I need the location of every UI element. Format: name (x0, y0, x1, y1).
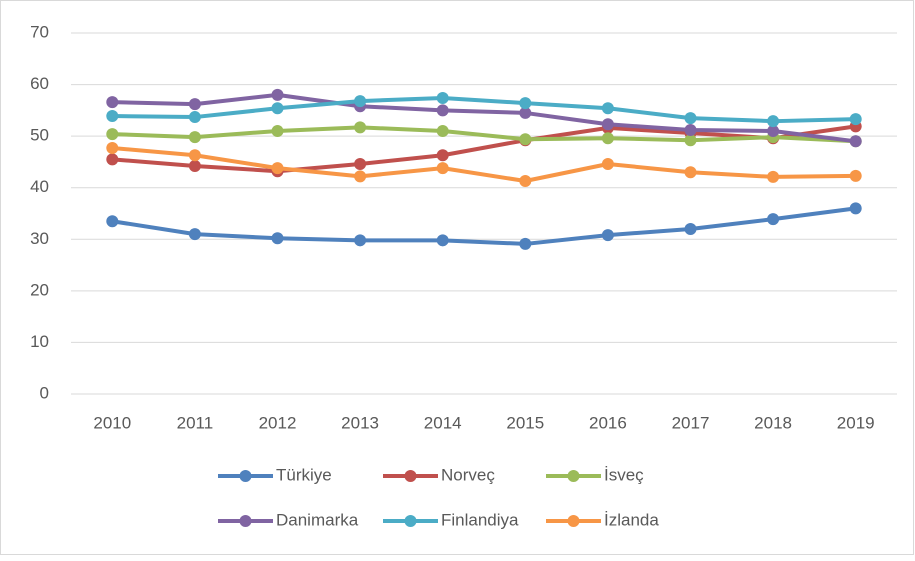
data-point (684, 134, 697, 147)
legend-label: Norveç (441, 465, 495, 484)
y-tick-label: 20 (30, 280, 49, 299)
legend-label: İsveç (604, 465, 644, 484)
legend-marker (567, 470, 580, 482)
x-tick-label: 2014 (424, 413, 462, 432)
data-point (767, 124, 780, 137)
data-point (271, 232, 284, 245)
data-point (271, 162, 284, 175)
y-tick-label: 40 (30, 177, 49, 196)
legend-label: Finlandiya (441, 510, 519, 529)
x-tick-label: 2017 (672, 413, 710, 432)
series-line (112, 125, 856, 144)
data-point (188, 228, 201, 241)
data-point (354, 95, 367, 108)
data-point (436, 91, 449, 104)
x-tick-label: 2011 (177, 413, 214, 432)
data-point (767, 170, 780, 183)
x-tick-label: 2019 (837, 413, 875, 432)
legend-label: Danimarka (276, 510, 359, 529)
data-point (188, 131, 201, 144)
legend-label: İzlanda (604, 510, 659, 529)
data-point (271, 88, 284, 101)
data-point (354, 121, 367, 134)
x-tick-label: 2016 (589, 413, 627, 432)
x-tick-label: 2010 (93, 413, 131, 432)
y-tick-label: 60 (30, 74, 49, 93)
data-point (849, 113, 862, 126)
data-point (271, 102, 284, 115)
series-line (112, 124, 856, 174)
data-point (519, 237, 532, 250)
data-point (849, 202, 862, 215)
data-point (601, 132, 614, 145)
legend-label: Türkiye (276, 465, 332, 484)
data-point (436, 149, 449, 162)
data-point (188, 98, 201, 111)
series-line (111, 206, 856, 246)
x-tick-label: 2018 (754, 413, 792, 432)
data-point (188, 111, 201, 124)
data-point (106, 215, 119, 228)
data-point (519, 106, 532, 119)
data-point (188, 149, 201, 162)
data-point (684, 166, 697, 179)
legend-marker (239, 470, 252, 482)
data-point (106, 142, 119, 155)
series-line (112, 92, 856, 144)
data-point (684, 222, 697, 235)
data-point (106, 110, 119, 123)
data-point (271, 124, 284, 137)
data-point (767, 115, 780, 128)
legend-marker (404, 470, 417, 482)
data-point (849, 169, 862, 182)
legend-marker (239, 515, 252, 527)
data-point (188, 160, 201, 173)
data-point (106, 128, 119, 141)
data-point (436, 124, 449, 137)
data-point (354, 170, 367, 183)
data-point (436, 162, 449, 175)
series-line (112, 95, 856, 124)
data-point (684, 123, 697, 136)
data-point (106, 96, 119, 109)
data-point (106, 153, 119, 166)
data-point (519, 97, 532, 110)
data-point (519, 175, 532, 188)
y-tick-label: 0 (40, 383, 49, 402)
data-point (684, 112, 697, 125)
x-tick-label: 2012 (259, 413, 297, 432)
y-tick-label: 10 (30, 332, 49, 351)
data-point (601, 118, 614, 131)
data-point (601, 157, 614, 170)
data-point (519, 133, 532, 146)
x-tick-label: 2013 (341, 413, 379, 432)
legend-marker (404, 515, 417, 527)
series-line (112, 146, 856, 184)
data-point (354, 157, 367, 170)
data-point (601, 102, 614, 115)
x-tick-label: 2015 (506, 413, 544, 432)
data-point (436, 104, 449, 117)
y-tick-label: 50 (30, 126, 49, 145)
data-point (849, 135, 862, 148)
data-point (601, 229, 614, 242)
y-tick-label: 70 (30, 22, 49, 41)
legend-marker (567, 515, 580, 527)
data-point (767, 213, 780, 226)
y-tick-label: 30 (30, 229, 49, 248)
data-point (436, 234, 449, 247)
data-point (354, 234, 367, 247)
